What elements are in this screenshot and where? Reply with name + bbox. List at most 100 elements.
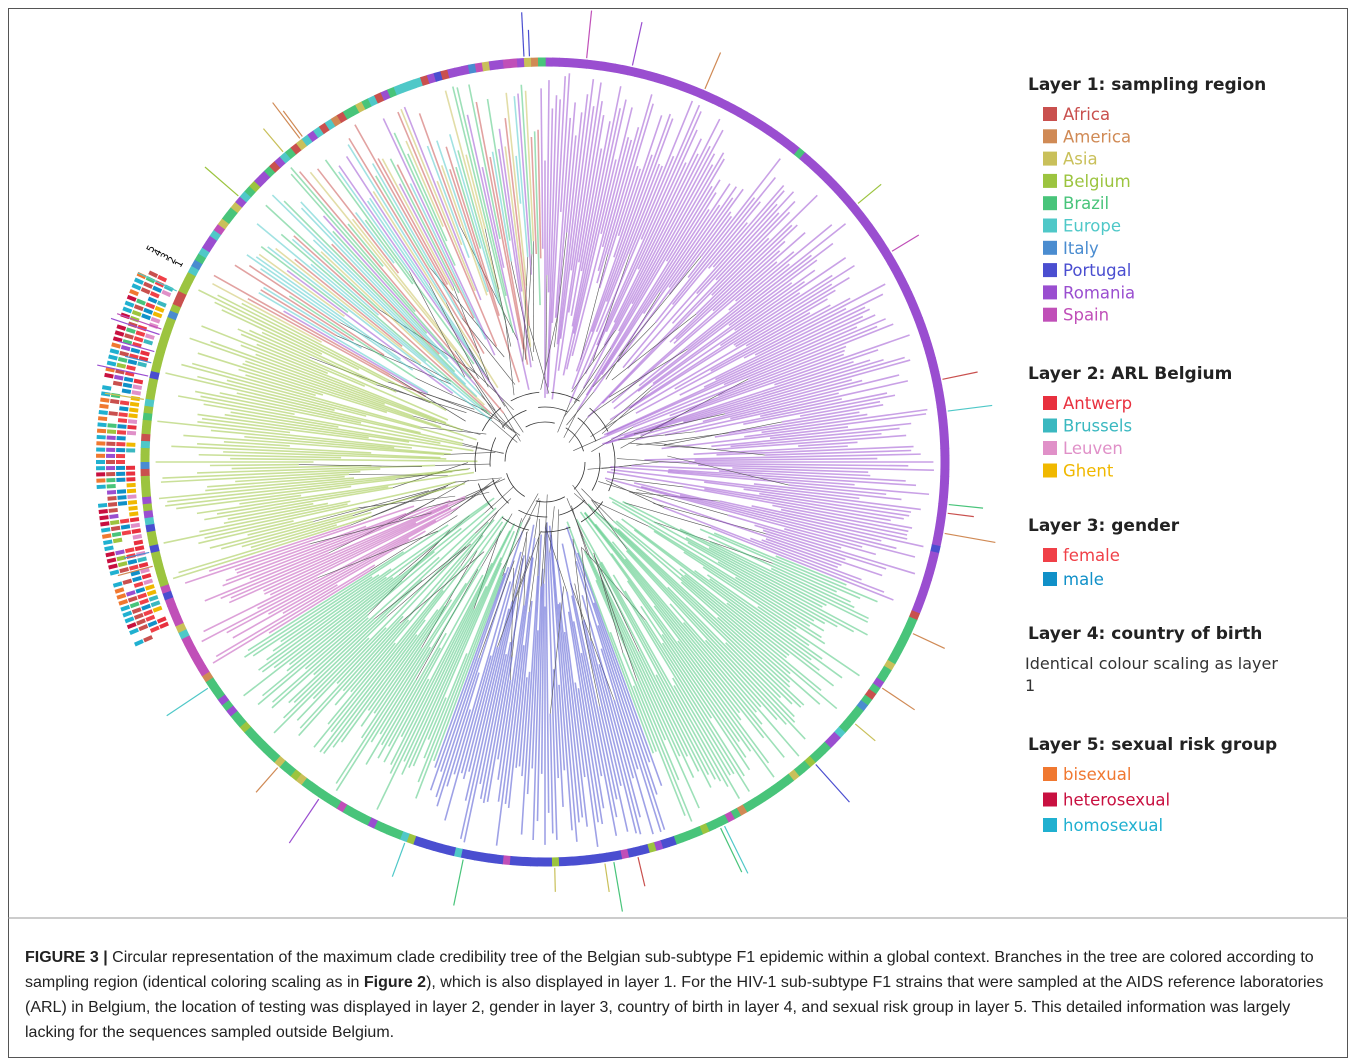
ring-segment: [807, 759, 813, 764]
layer-cell: [107, 437, 116, 438]
layer-cell: [127, 427, 136, 428]
layer-cell: [139, 626, 147, 629]
branch: [547, 80, 549, 275]
ring-segment: [243, 194, 248, 200]
ring-segment: [182, 630, 185, 637]
ring-segment: [333, 119, 340, 123]
ring-segment: [757, 123, 763, 127]
ring-segment: [838, 189, 843, 195]
ring-segment: [185, 637, 188, 644]
layer-cell: [138, 363, 147, 365]
ring-segment: [293, 146, 299, 151]
ring-segment: [895, 268, 899, 275]
ring-segment: [744, 805, 751, 809]
layer-cell: [128, 624, 136, 627]
ring-segment: [918, 319, 921, 326]
layer-cell: [131, 525, 140, 526]
ring-segment: [942, 413, 943, 421]
layer-cell: [151, 319, 159, 322]
ring-segment: [395, 833, 402, 836]
ring-segment: [277, 759, 283, 764]
layer-cell: [112, 344, 121, 346]
legend-label: male: [1063, 570, 1104, 589]
ring-segment: [152, 538, 154, 546]
ring-segment: [382, 827, 389, 830]
spike: [167, 688, 208, 716]
legend-label: Portugal: [1063, 261, 1131, 280]
ring-segment: [188, 643, 192, 650]
ring-segment: [408, 84, 415, 87]
ring-segment: [310, 134, 316, 138]
layer-cell: [135, 279, 143, 283]
branch: [636, 433, 728, 445]
layer-cell: [98, 418, 107, 419]
ring-segment: [627, 852, 634, 854]
branch: [744, 489, 911, 512]
layer-cell: [117, 365, 126, 367]
layer-cell: [135, 547, 144, 549]
ring-segment: [272, 754, 278, 759]
ring-segment: [642, 74, 649, 76]
ring-segment: [939, 525, 940, 533]
ring-segment: [159, 351, 161, 358]
legend-title: Layer 3: gender: [1028, 516, 1180, 536]
layer-cell: [118, 359, 127, 361]
ring-segment: [621, 853, 629, 855]
ring-segment: [202, 249, 206, 256]
ring-segment: [257, 739, 262, 744]
layer-cell: [125, 303, 133, 306]
layer-cell: [99, 511, 108, 512]
ring-segment: [907, 625, 910, 632]
ring-segment: [860, 703, 865, 709]
ring-segment: [408, 838, 415, 841]
ring-segment: [864, 221, 869, 227]
layer-cell: [122, 532, 131, 534]
ring-segment: [321, 793, 327, 797]
ring-segment: [202, 667, 206, 674]
ring-label: 1: [173, 259, 186, 270]
layer-cell: [107, 559, 116, 561]
layer-cell: [129, 566, 138, 568]
layer-cell: [109, 516, 118, 517]
ring-segment: [448, 850, 455, 852]
ring-segment: [649, 76, 656, 78]
ring-segment: [171, 605, 174, 612]
ring-segment: [669, 82, 676, 84]
ring-segment: [210, 238, 214, 244]
layer-cell: [114, 377, 123, 379]
legend-label: Brussels: [1063, 417, 1132, 436]
ring-segment: [842, 724, 847, 730]
ring-segment: [921, 325, 924, 332]
ring-segment: [230, 210, 235, 216]
ring-segment: [351, 108, 358, 112]
legend-swatch: [1043, 441, 1057, 455]
ring-segment: [823, 174, 828, 179]
branch: [455, 478, 502, 482]
ring-segment: [888, 256, 892, 263]
ring-segment: [489, 65, 497, 66]
ring-segment: [655, 845, 662, 847]
ring-segment: [796, 768, 802, 773]
ring-segment: [880, 244, 884, 250]
ring-segment: [695, 91, 702, 94]
ring-segment: [586, 859, 594, 860]
layer-cell: [100, 406, 109, 407]
spike: [392, 843, 404, 877]
ring-segment: [648, 847, 655, 849]
ring-segment: [164, 585, 166, 592]
layer-cell: [99, 412, 108, 413]
layer-cell: [130, 519, 139, 520]
ring-segment: [382, 94, 389, 97]
layer-cell: [109, 413, 118, 414]
layer-cell: [120, 402, 129, 403]
layer-cell: [133, 578, 142, 580]
ring-segment: [198, 661, 202, 668]
ring-segment: [151, 531, 152, 539]
layer-cell: [141, 352, 150, 354]
layer-cell: [151, 293, 159, 297]
legend-swatch: [1043, 129, 1057, 143]
ring-segment: [247, 729, 252, 735]
ring-segment: [901, 637, 904, 644]
ring-segment: [701, 94, 708, 97]
